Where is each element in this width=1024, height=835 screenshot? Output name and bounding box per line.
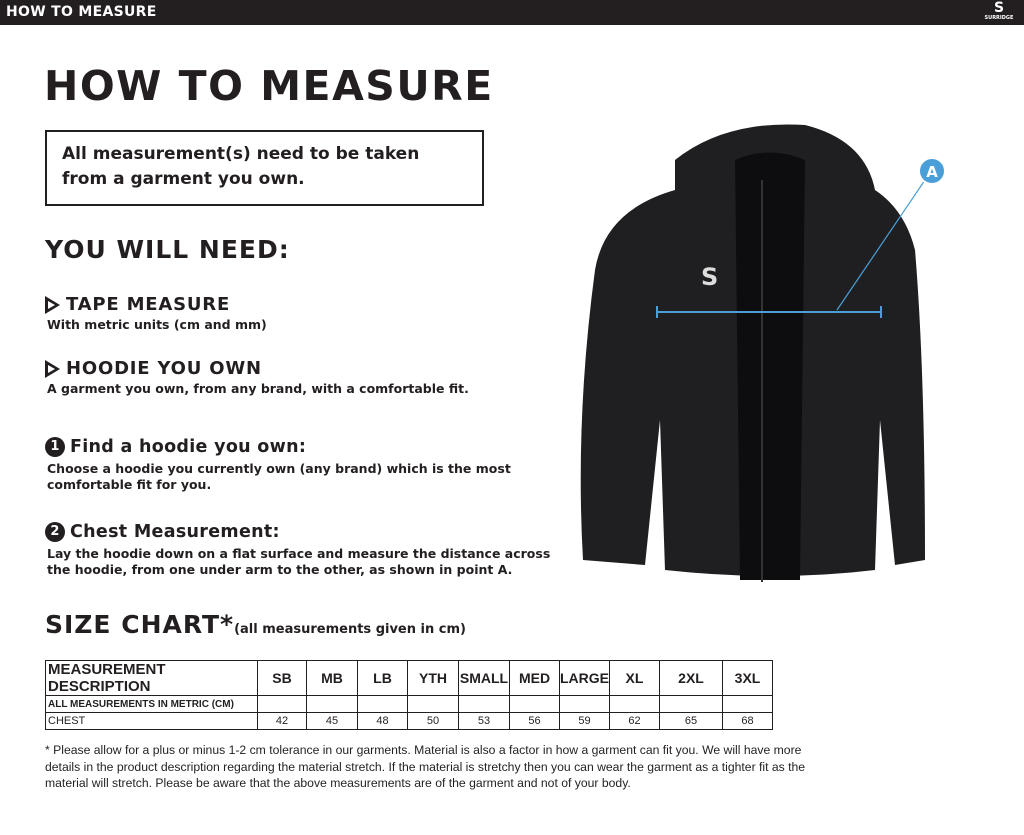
header-cell: LARGE <box>559 660 610 696</box>
top-bar: HOW TO MEASURE S SURRIDGE <box>0 0 1024 25</box>
step-2: 2 Chest Measurement: Lay the hoodie down … <box>45 522 557 578</box>
step-desc: Lay the hoodie down on a flat surface an… <box>47 546 551 577</box>
value-cell: 53 <box>458 712 510 730</box>
surridge-emblem-icon: S <box>701 263 718 291</box>
size-chart-subtitle: (all measurements given in cm) <box>234 622 466 637</box>
triangle-bullet-icon <box>45 295 60 314</box>
step-title: Find a hoodie you own: <box>70 437 307 457</box>
metric-label-cell: ALL MEASUREMENTS IN METRIC (CM) <box>45 695 258 713</box>
table-header-row: MEASUREMENT DESCRIPTION SB MB LB YTH SMA… <box>45 660 773 696</box>
step-1: 1 Find a hoodie you own: Choose a hoodie … <box>45 437 547 493</box>
header-cell: SB <box>257 660 307 696</box>
need-item-tape: TAPE MEASURE With metric units (cm and m… <box>45 294 267 332</box>
header-cell: MB <box>306 660 358 696</box>
you-will-need-heading: YOU WILL NEED: <box>45 235 290 264</box>
top-bar-title: HOW TO MEASURE <box>6 4 157 20</box>
need-item-title: TAPE MEASURE <box>66 294 231 315</box>
value-cell: 48 <box>357 712 408 730</box>
value-cell: 45 <box>306 712 358 730</box>
value-cell: 68 <box>722 712 773 730</box>
step-number-icon: 1 <box>45 437 65 457</box>
size-chart-heading: SIZE CHART*(all measurements given in cm… <box>45 610 466 639</box>
triangle-bullet-icon <box>45 359 60 378</box>
need-item-desc: With metric units (cm and mm) <box>47 317 267 332</box>
header-cell: 2XL <box>659 660 723 696</box>
header-cell: MED <box>509 660 560 696</box>
hoodie-inner <box>735 152 805 580</box>
header-cell: YTH <box>407 660 459 696</box>
hoodie-diagram: S A <box>580 124 946 582</box>
need-item-desc: A garment you own, from any brand, with … <box>47 381 469 396</box>
step-desc: Choose a hoodie you currently own (any b… <box>47 461 511 492</box>
need-item-hoodie: HOODIE YOU OWN A garment you own, from a… <box>45 358 469 396</box>
table-row: CHEST 42 45 48 50 53 56 59 62 65 68 <box>45 712 773 730</box>
header-cell: SMALL <box>458 660 510 696</box>
table-row: ALL MEASUREMENTS IN METRIC (CM) <box>45 695 773 713</box>
size-chart-table: MEASUREMENT DESCRIPTION SB MB LB YTH SMA… <box>45 660 773 730</box>
need-item-title: HOODIE YOU OWN <box>66 358 262 379</box>
step-number-icon: 2 <box>45 522 65 542</box>
page-title: HOW TO MEASURE <box>44 62 494 110</box>
value-cell: 62 <box>609 712 660 730</box>
header-cell: XL <box>609 660 660 696</box>
notice-box: All measurement(s) need to be taken from… <box>45 130 484 206</box>
value-cell: 65 <box>659 712 723 730</box>
footnote: * Please allow for a plus or minus 1-2 c… <box>45 743 806 790</box>
header-cell: LB <box>357 660 408 696</box>
step-title: Chest Measurement: <box>70 522 280 542</box>
value-cell: 56 <box>509 712 560 730</box>
row-label-cell: CHEST <box>45 712 258 730</box>
value-cell: 50 <box>407 712 459 730</box>
point-a-marker <box>918 157 946 185</box>
value-cell: 42 <box>257 712 307 730</box>
size-chart-title: SIZE CHART* <box>45 610 235 639</box>
surridge-logo: S SURRIDGE <box>984 0 1014 21</box>
pointer-line <box>836 179 926 311</box>
value-cell: 59 <box>559 712 610 730</box>
header-cell: 3XL <box>722 660 773 696</box>
header-cell: MEASUREMENT DESCRIPTION <box>45 660 258 696</box>
point-a-label: A <box>926 163 938 181</box>
